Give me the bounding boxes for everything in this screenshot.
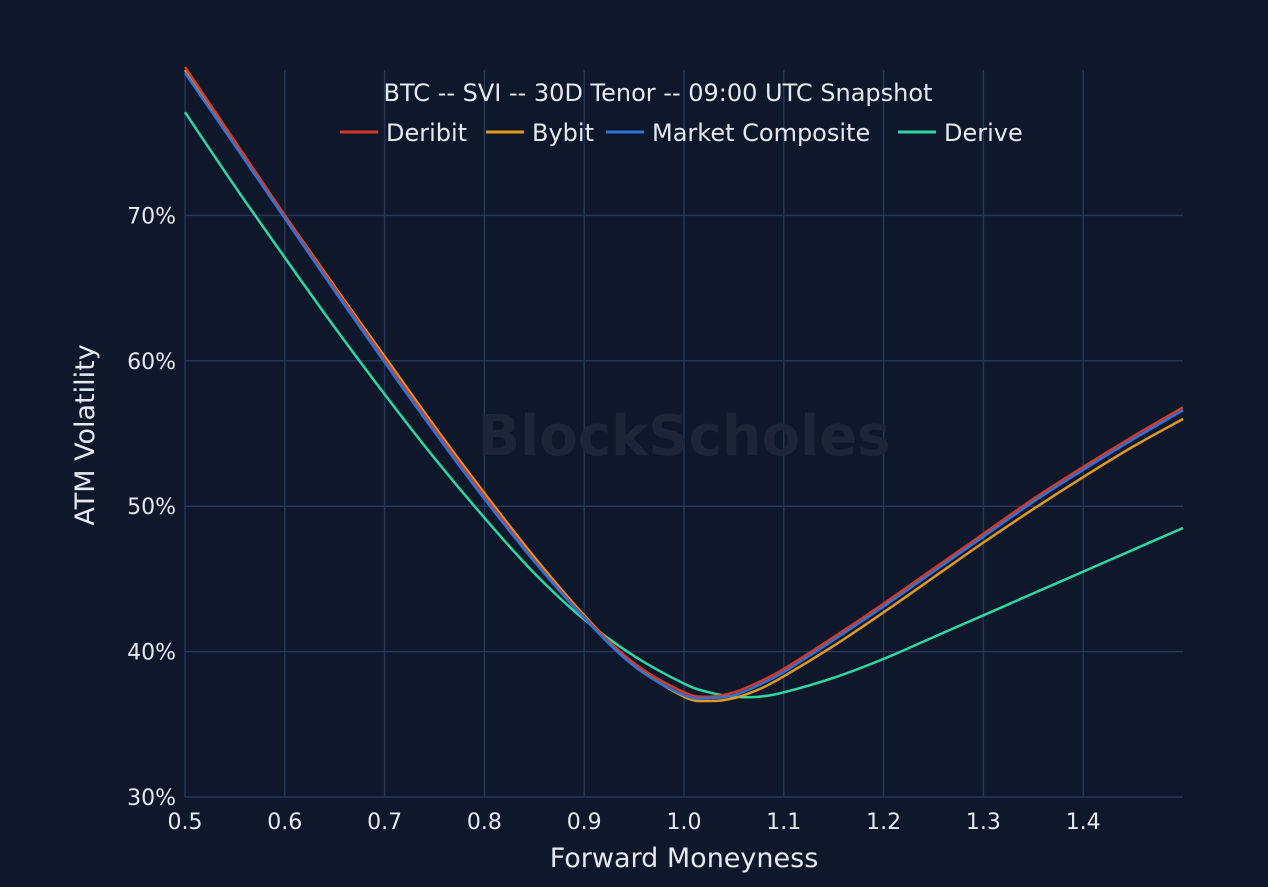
x-tick-label: 1.3 [966, 810, 1001, 835]
y-tick-label: 50% [127, 495, 176, 520]
legend-label: Market Composite [652, 119, 870, 147]
x-tick-label: 0.7 [367, 810, 402, 835]
grid-lines [184, 70, 1183, 798]
watermark-logo: BlockScholes [477, 404, 890, 469]
series-line-derive [183, 111, 1184, 699]
chart-legend: Deribit Bybit Market Composite Derive [340, 119, 1023, 147]
y-tick-label: 30% [127, 786, 176, 811]
x-tick-label: 0.5 [168, 810, 203, 835]
x-axis-ticks: 0.5 0.6 0.7 0.8 0.9 1.0 1.1 1.2 1.3 1.4 [168, 810, 1101, 835]
y-axis-label: ATM Volatility [70, 344, 101, 525]
chart-title: BTC -- SVI -- 30D Tenor -- 09:00 UTC Sna… [384, 79, 933, 107]
y-tick-label: 60% [127, 350, 176, 375]
series-line-market-composite [183, 72, 1184, 700]
series-line-deribit [183, 66, 1184, 699]
legend-label: Bybit [532, 119, 594, 147]
legend-label: Derive [944, 119, 1023, 147]
x-tick-label: 1.0 [667, 810, 702, 835]
series-lines [183, 66, 1184, 703]
y-tick-label: 70% [127, 204, 176, 229]
x-axis-label: Forward Moneyness [550, 843, 819, 874]
x-tick-label: 1.2 [866, 810, 901, 835]
y-tick-label: 40% [127, 641, 176, 666]
x-tick-label: 1.1 [766, 810, 801, 835]
legend-label: Deribit [386, 119, 467, 147]
y-axis-ticks: 30% 40% 50% 60% 70% [127, 204, 176, 811]
x-tick-label: 0.6 [267, 810, 302, 835]
x-tick-label: 1.4 [1066, 810, 1101, 835]
x-tick-label: 0.9 [567, 810, 602, 835]
x-tick-label: 0.8 [467, 810, 502, 835]
